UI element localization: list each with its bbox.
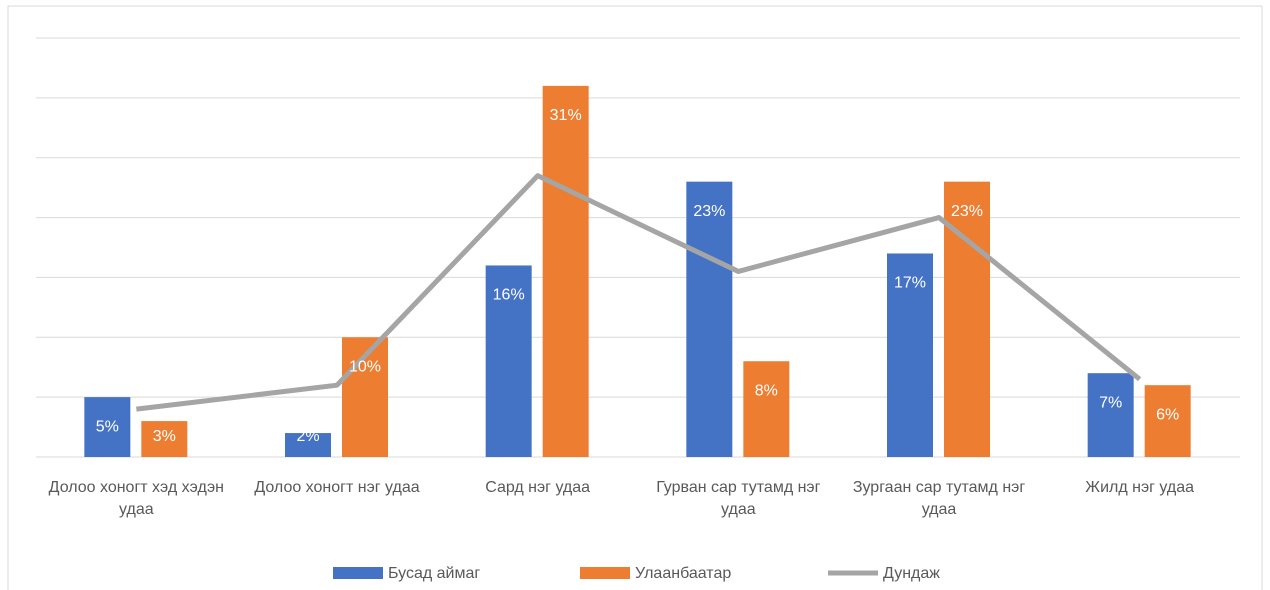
bar (141, 421, 188, 457)
data-label: 7% (1099, 394, 1122, 411)
data-label: 10% (349, 359, 381, 376)
data-label: 16% (493, 287, 525, 304)
bar (944, 181, 990, 457)
data-label: 23% (951, 203, 983, 220)
x-tick-label: Гурван сар тутамд нэг удаа (656, 479, 821, 518)
x-tick-label: Сард нэг удаа (485, 479, 591, 496)
bar (743, 361, 790, 457)
data-label: 17% (894, 275, 926, 292)
x-tick-label: Зургаан сар тутамд нэг удаа (852, 479, 1026, 518)
legend-swatch (333, 567, 383, 579)
bar (887, 253, 933, 457)
bar (485, 265, 532, 457)
bar (285, 433, 331, 457)
data-label: 6% (1156, 406, 1179, 423)
bar (1144, 385, 1191, 457)
data-label: 23% (693, 203, 725, 220)
legend-label: Улаанбаатар (635, 565, 731, 582)
data-label: 5% (96, 418, 119, 435)
legend-label: Бусад аймаг (388, 565, 480, 582)
data-label: 3% (153, 428, 176, 445)
bar (84, 397, 131, 457)
x-tick-label: Долоо хоногт нэг удаа (254, 479, 420, 496)
bar (542, 85, 589, 457)
data-label: 8% (755, 382, 778, 399)
x-tick-label: Долоо хоногт хэд хэдэн удаа (48, 479, 224, 518)
bar (686, 181, 733, 457)
bar (1087, 373, 1134, 457)
data-label: 2% (296, 428, 319, 445)
chart-border (7, 5, 1263, 590)
data-label: 31% (550, 107, 582, 124)
legend-label: Дундаж (883, 565, 940, 582)
x-tick-label: Жилд нэг удаа (1085, 479, 1195, 496)
line (136, 173, 1142, 412)
legend-swatch (580, 567, 630, 579)
